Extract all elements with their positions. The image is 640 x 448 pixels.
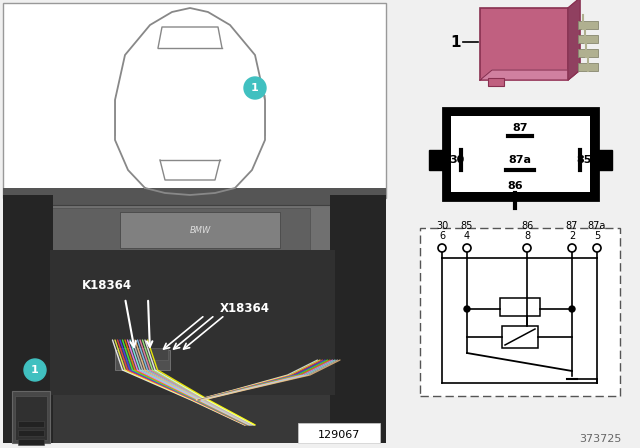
Bar bbox=[30, 208, 310, 250]
Text: 30: 30 bbox=[436, 221, 448, 231]
Bar bbox=[120, 212, 280, 248]
Bar bbox=[3, 188, 386, 218]
Text: X18364: X18364 bbox=[220, 302, 270, 314]
Bar bbox=[420, 228, 620, 396]
Bar bbox=[488, 78, 504, 86]
Circle shape bbox=[523, 244, 531, 252]
Text: 1: 1 bbox=[451, 34, 461, 49]
Text: 30: 30 bbox=[449, 155, 465, 165]
Text: 86: 86 bbox=[521, 221, 533, 231]
Polygon shape bbox=[568, 0, 580, 80]
Bar bbox=[115, 350, 170, 370]
Text: 86: 86 bbox=[507, 181, 523, 191]
Circle shape bbox=[464, 306, 470, 312]
Bar bbox=[500, 298, 540, 316]
Bar bbox=[50, 250, 335, 395]
Bar bbox=[578, 35, 598, 43]
Bar bbox=[480, 8, 568, 80]
Bar bbox=[502, 326, 538, 348]
Circle shape bbox=[568, 244, 576, 252]
Bar bbox=[3, 195, 53, 443]
Bar bbox=[578, 21, 598, 29]
Circle shape bbox=[438, 244, 446, 252]
Text: K18364: K18364 bbox=[82, 279, 132, 292]
Bar bbox=[118, 348, 168, 360]
Bar bbox=[18, 421, 44, 427]
Bar bbox=[578, 49, 598, 57]
Bar bbox=[15, 396, 47, 440]
Text: 4: 4 bbox=[464, 231, 470, 241]
Bar bbox=[451, 116, 590, 192]
Circle shape bbox=[463, 244, 471, 252]
Text: 2: 2 bbox=[569, 231, 575, 241]
Text: 129067: 129067 bbox=[318, 430, 360, 440]
Bar bbox=[429, 150, 443, 170]
Text: 1: 1 bbox=[251, 83, 259, 93]
Text: 8: 8 bbox=[524, 231, 530, 241]
Text: 87: 87 bbox=[512, 123, 528, 133]
Text: 6: 6 bbox=[439, 231, 445, 241]
Text: 87: 87 bbox=[566, 221, 578, 231]
Text: 1: 1 bbox=[31, 365, 39, 375]
Bar bbox=[3, 3, 386, 198]
Bar bbox=[330, 195, 386, 443]
Bar bbox=[38, 228, 50, 235]
Circle shape bbox=[593, 244, 601, 252]
Bar bbox=[38, 238, 50, 245]
Bar bbox=[18, 439, 44, 445]
Circle shape bbox=[244, 77, 266, 99]
Bar bbox=[25, 205, 365, 253]
Text: 87a: 87a bbox=[588, 221, 606, 231]
Polygon shape bbox=[480, 70, 580, 80]
Bar bbox=[578, 63, 598, 71]
Circle shape bbox=[569, 306, 575, 312]
Bar bbox=[598, 150, 612, 170]
Bar bbox=[18, 430, 44, 436]
Bar bbox=[12, 391, 50, 443]
Text: 85: 85 bbox=[576, 155, 592, 165]
Text: 5: 5 bbox=[594, 231, 600, 241]
Bar bbox=[38, 248, 50, 255]
Text: 373725: 373725 bbox=[580, 434, 622, 444]
Text: BMW: BMW bbox=[189, 225, 211, 234]
Text: 87a: 87a bbox=[509, 155, 531, 165]
Circle shape bbox=[24, 359, 46, 381]
Bar bbox=[443, 108, 598, 200]
Text: 85: 85 bbox=[461, 221, 473, 231]
Bar bbox=[298, 423, 380, 443]
Bar bbox=[3, 195, 386, 443]
